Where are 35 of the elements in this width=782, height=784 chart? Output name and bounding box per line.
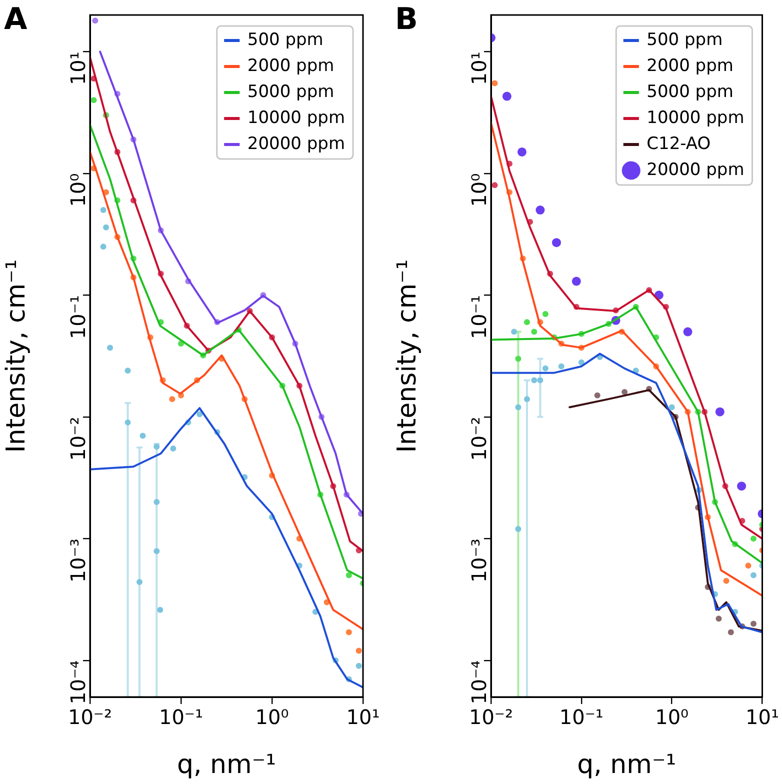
y-tick-label: 10⁻¹ [467,295,492,340]
y-tick-label: 10⁻² [66,416,90,461]
legend-label: 5000 ppm [646,82,734,102]
legend-label: 2000 ppm [646,56,734,76]
y-tick-label: 10⁻³ [467,538,492,583]
legend-label: 20000 ppm [247,134,346,154]
y-tick-label: 10⁻² [467,416,492,461]
x-tick-label: 10¹ [746,705,779,730]
legend-label: 5000 ppm [247,82,334,102]
legend-label: 2000 ppm [247,56,334,76]
y-tick-label: 10⁻⁴ [467,660,492,704]
x-tick-label: 10⁻¹ [158,705,204,730]
chart-title: A [4,2,28,37]
legend-label: 10000 ppm [646,108,744,128]
x-axis-title: q, nm⁻¹ [577,750,676,780]
x-tick-label: 10⁰ [655,705,689,730]
y-tick-label: 10⁰ [467,173,492,207]
y-tick-label: 10⁻⁴ [66,660,90,704]
y-tick-label: 10¹ [66,52,90,86]
y-tick-label: 10⁻³ [66,538,90,583]
x-tick-label: 10¹ [346,705,380,730]
x-axis-title: q, nm⁻¹ [177,750,276,780]
y-tick-label: 10¹ [467,52,492,86]
legend-label: 500 ppm [646,30,723,50]
y-tick-label: 10⁻¹ [66,295,90,340]
chart-title: B [395,2,418,37]
x-tick-label: 10⁻¹ [559,705,604,730]
x-tick-label: 10⁰ [255,705,289,730]
y-axis-title: Intensity, cm⁻¹ [392,259,422,453]
y-axis-title: Intensity, cm⁻¹ [1,259,32,453]
legend-label: 20000 ppm [646,160,744,180]
legend-label: 10000 ppm [247,108,346,128]
legend-label: 500 ppm [247,30,324,50]
y-tick-label: 10⁰ [66,173,90,207]
legend-label: C12-AO [646,134,711,154]
